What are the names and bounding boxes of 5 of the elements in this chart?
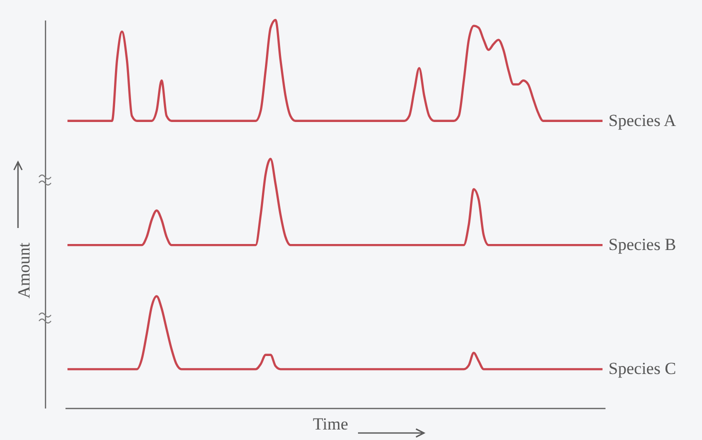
y-axis-title: Amount xyxy=(14,242,34,298)
series-label: Species B xyxy=(608,235,676,254)
series-label: Species A xyxy=(608,110,677,130)
series-label: Species C xyxy=(608,359,676,378)
x-axis-title: Time xyxy=(312,414,348,434)
